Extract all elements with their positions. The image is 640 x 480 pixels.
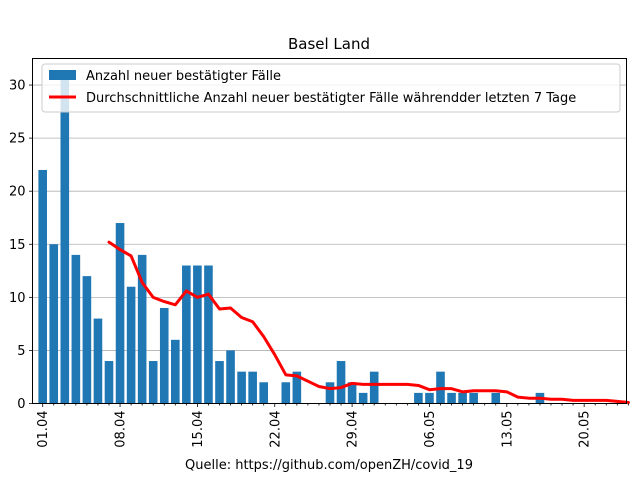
y-tick-label: 20 bbox=[9, 185, 26, 200]
x-tick-label: 08.04 bbox=[114, 411, 129, 448]
bar bbox=[193, 265, 202, 404]
y-tick-label: 15 bbox=[9, 238, 26, 253]
bar bbox=[93, 318, 103, 404]
bar bbox=[137, 254, 147, 404]
bar bbox=[115, 223, 125, 404]
y-tick-label: 25 bbox=[9, 132, 26, 147]
plot-frame bbox=[32, 58, 627, 404]
x-tick-label: 13.05 bbox=[500, 411, 515, 448]
bar bbox=[347, 382, 357, 404]
bar bbox=[204, 265, 213, 404]
bar bbox=[71, 254, 81, 404]
x-tick-label: 15.04 bbox=[191, 411, 206, 448]
legend-label-bars: Anzahl neuer bestätigter Fälle bbox=[86, 69, 281, 84]
bar bbox=[325, 382, 335, 404]
line-series bbox=[107, 240, 630, 404]
x-axis: 01.04 08.04 15.04 22.04 29.04 06.05 13.05 20.05 bbox=[36, 403, 629, 448]
y-tick-label: 10 bbox=[9, 291, 26, 306]
x-tick-label: 06.05 bbox=[423, 411, 438, 448]
bar bbox=[104, 361, 114, 404]
bar bbox=[182, 265, 191, 404]
legend-label-line: Durchschnittliche Anzahl neuer bestätigt… bbox=[86, 91, 576, 106]
bar bbox=[148, 361, 158, 404]
legend: Anzahl neuer bestätigter Fälle Durchschn… bbox=[41, 63, 621, 113]
x-tick-label: 01.04 bbox=[36, 411, 51, 448]
y-tick-label: 5 bbox=[17, 344, 25, 359]
bar bbox=[458, 392, 467, 404]
bar bbox=[82, 276, 92, 404]
average-line bbox=[107, 240, 630, 404]
bar bbox=[215, 361, 224, 404]
bar bbox=[226, 350, 235, 404]
bar bbox=[248, 371, 257, 404]
x-tick-label: 20.05 bbox=[578, 411, 593, 448]
bar bbox=[292, 371, 302, 404]
bar bbox=[414, 392, 423, 404]
bar bbox=[447, 392, 456, 404]
bar bbox=[49, 244, 59, 404]
bar bbox=[336, 361, 346, 404]
bar-series bbox=[38, 74, 545, 404]
bar bbox=[237, 371, 246, 404]
bar bbox=[425, 392, 434, 404]
bar bbox=[60, 74, 70, 404]
x-tick-label: 22.04 bbox=[268, 411, 283, 448]
bar bbox=[358, 392, 368, 404]
bar bbox=[259, 382, 268, 404]
legend-bar-swatch bbox=[49, 70, 76, 80]
bar bbox=[171, 339, 180, 404]
y-tick-label: 30 bbox=[9, 79, 26, 94]
bar bbox=[469, 392, 478, 404]
chart-title: Basel Land bbox=[288, 35, 370, 53]
source-caption: Quelle: https://github.com/openZH/covid_… bbox=[185, 458, 473, 473]
y-axis: 0 5 10 15 20 25 30 bbox=[9, 79, 33, 412]
x-tick-label: 29.04 bbox=[346, 411, 361, 448]
bar bbox=[491, 392, 501, 404]
bar bbox=[159, 307, 169, 404]
bar bbox=[38, 169, 47, 404]
legend-box bbox=[41, 63, 621, 113]
bar bbox=[126, 286, 136, 404]
y-tick-label: 0 bbox=[17, 397, 25, 412]
bar bbox=[369, 371, 379, 404]
bar bbox=[281, 382, 291, 404]
